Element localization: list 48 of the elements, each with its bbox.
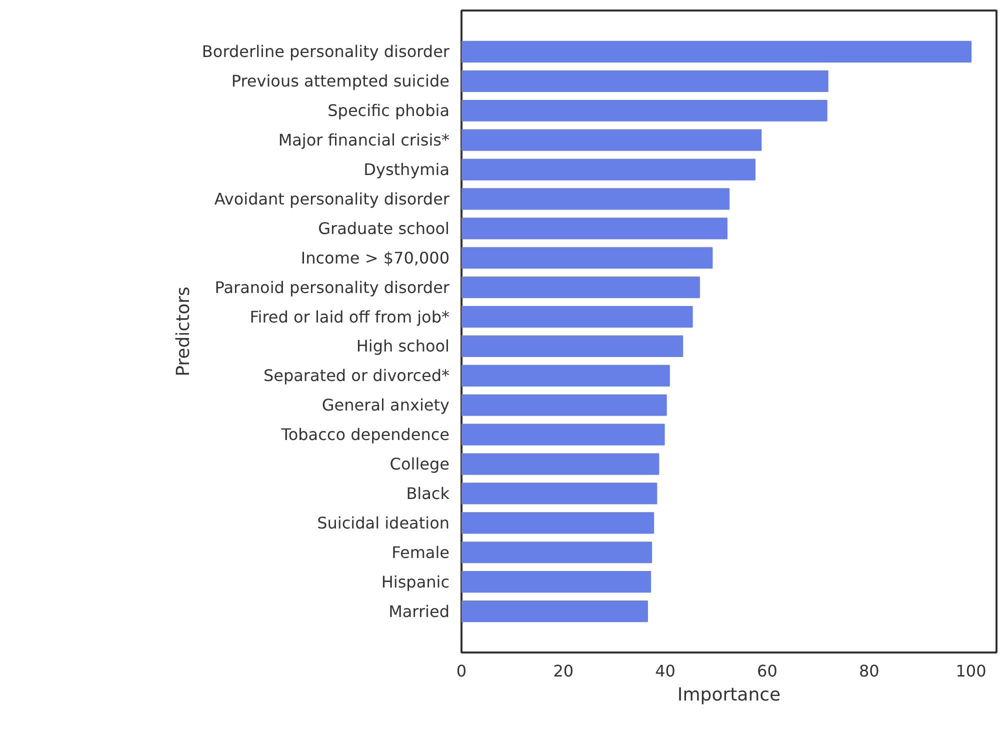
bar (462, 394, 667, 416)
bar (462, 158, 756, 180)
y-tick-label: Specific phobia (328, 101, 450, 120)
bar (462, 453, 660, 475)
x-tick-label: 80 (858, 662, 880, 680)
bar (462, 276, 700, 298)
y-tick-label: College (390, 454, 450, 474)
y-tick-label: Married (388, 602, 450, 621)
bar (462, 129, 762, 151)
y-tick-label: Previous attempted suicide (231, 72, 450, 91)
bar (462, 247, 713, 269)
x-tick-label: 100 (956, 662, 986, 680)
bar (462, 40, 972, 63)
bar (462, 335, 684, 358)
y-tick-label: Hispanic (381, 572, 450, 592)
y-tick-label: Avoidant personality disorder (214, 189, 450, 208)
bar (462, 542, 652, 564)
y-tick-label: Suicidal ideation (317, 513, 450, 532)
bar (462, 482, 658, 504)
y-tick-label: Tobacco dependence (280, 425, 450, 444)
y-tick-label: Black (406, 484, 450, 503)
x-tick-label: 0 (456, 662, 467, 680)
y-tick-label: Major financial crisis* (278, 130, 450, 150)
y-tick-label: Dysthymia (364, 160, 450, 180)
bar (462, 70, 828, 92)
bar (462, 600, 648, 622)
bar (462, 571, 652, 593)
bar (462, 306, 693, 328)
bar (462, 424, 665, 446)
y-tick-label: High school (356, 336, 450, 356)
y-tick-label: Graduate school (318, 218, 450, 238)
y-tick-label: Fired or laid off from job* (250, 307, 450, 326)
y-tick-label: Income > $70,000 (300, 248, 450, 268)
x-axis-title: Importance (677, 684, 781, 706)
y-tick-label: Separated or divorced* (263, 366, 450, 386)
y-axis-title: Predictors (172, 286, 194, 376)
y-tick-label: Paranoid personality disorder (214, 278, 450, 297)
y-tick-label: General anxiety (322, 396, 450, 415)
x-tick-label: 20 (553, 662, 574, 680)
bar (462, 364, 670, 386)
bar (462, 188, 730, 210)
x-tick-label: 40 (655, 662, 676, 680)
bar (462, 512, 654, 534)
x-tick-label: 60 (757, 662, 778, 680)
y-tick-label: Borderline personality disorder (202, 42, 450, 62)
bar (462, 100, 828, 122)
bar (462, 218, 728, 240)
y-tick-label: Female (392, 542, 450, 562)
